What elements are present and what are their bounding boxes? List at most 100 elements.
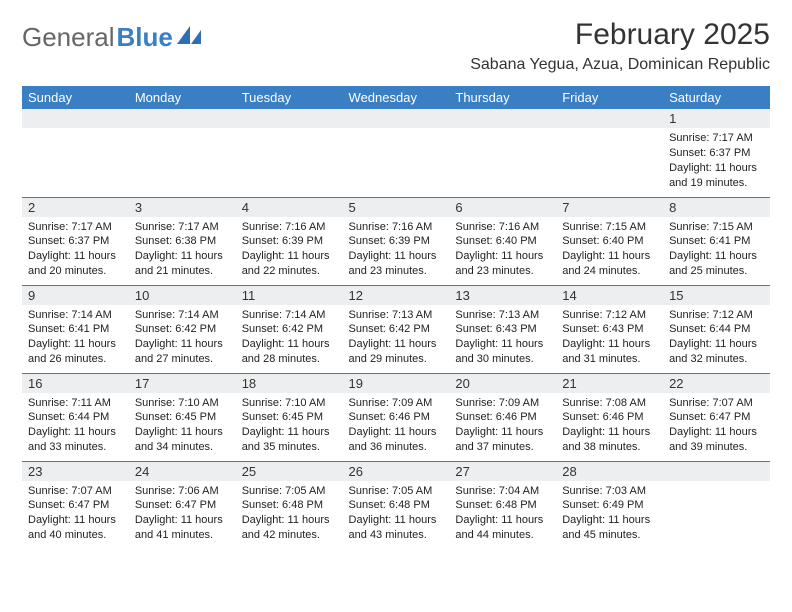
sunrise-line: Sunrise: 7:12 AM: [669, 308, 764, 323]
daylight-line-2: and 37 minutes.: [455, 440, 550, 455]
calendar-row: 9Sunrise: 7:14 AMSunset: 6:41 PMDaylight…: [22, 285, 770, 373]
sunrise-line: Sunrise: 7:07 AM: [28, 484, 123, 499]
weekday-header: Sunday: [22, 86, 129, 109]
sunset-line: Sunset: 6:47 PM: [669, 410, 764, 425]
calendar-cell: 22Sunrise: 7:07 AMSunset: 6:47 PMDayligh…: [663, 373, 770, 461]
calendar-cell: 7Sunrise: 7:15 AMSunset: 6:40 PMDaylight…: [556, 197, 663, 285]
day-body: Sunrise: 7:16 AMSunset: 6:40 PMDaylight:…: [449, 217, 556, 283]
day-body: Sunrise: 7:05 AMSunset: 6:48 PMDaylight:…: [236, 481, 343, 547]
sunrise-line: Sunrise: 7:11 AM: [28, 396, 123, 411]
sunrise-line: Sunrise: 7:13 AM: [455, 308, 550, 323]
daylight-line-2: and 44 minutes.: [455, 528, 550, 543]
daylight-line-2: and 35 minutes.: [242, 440, 337, 455]
daylight-line-1: Daylight: 11 hours: [135, 249, 230, 264]
calendar-cell: [129, 109, 236, 197]
calendar-cell: 15Sunrise: 7:12 AMSunset: 6:44 PMDayligh…: [663, 285, 770, 373]
daylight-line-1: Daylight: 11 hours: [455, 249, 550, 264]
day-body: Sunrise: 7:16 AMSunset: 6:39 PMDaylight:…: [343, 217, 450, 283]
day-body: Sunrise: 7:14 AMSunset: 6:41 PMDaylight:…: [22, 305, 129, 371]
day-number: 22: [663, 374, 770, 393]
sunset-line: Sunset: 6:44 PM: [28, 410, 123, 425]
sunrise-line: Sunrise: 7:05 AM: [349, 484, 444, 499]
day-body: Sunrise: 7:11 AMSunset: 6:44 PMDaylight:…: [22, 393, 129, 459]
sunrise-line: Sunrise: 7:05 AM: [242, 484, 337, 499]
sunrise-line: Sunrise: 7:17 AM: [135, 220, 230, 235]
daylight-line-2: and 27 minutes.: [135, 352, 230, 367]
daylight-line-2: and 42 minutes.: [242, 528, 337, 543]
calendar-row: 23Sunrise: 7:07 AMSunset: 6:47 PMDayligh…: [22, 461, 770, 549]
daylight-line-1: Daylight: 11 hours: [242, 249, 337, 264]
sunset-line: Sunset: 6:40 PM: [455, 234, 550, 249]
daylight-line-1: Daylight: 11 hours: [349, 249, 444, 264]
calendar-header-row: SundayMondayTuesdayWednesdayThursdayFrid…: [22, 86, 770, 109]
day-body: Sunrise: 7:17 AMSunset: 6:37 PMDaylight:…: [663, 128, 770, 194]
day-number: 17: [129, 374, 236, 393]
sunset-line: Sunset: 6:42 PM: [242, 322, 337, 337]
calendar-cell: 26Sunrise: 7:05 AMSunset: 6:48 PMDayligh…: [343, 461, 450, 549]
sunset-line: Sunset: 6:39 PM: [242, 234, 337, 249]
daylight-line-2: and 38 minutes.: [562, 440, 657, 455]
daylight-line-2: and 20 minutes.: [28, 264, 123, 279]
daylight-line-2: and 32 minutes.: [669, 352, 764, 367]
calendar-cell: 14Sunrise: 7:12 AMSunset: 6:43 PMDayligh…: [556, 285, 663, 373]
daylight-line-2: and 23 minutes.: [349, 264, 444, 279]
day-number: 28: [556, 462, 663, 481]
sunset-line: Sunset: 6:48 PM: [242, 498, 337, 513]
daylight-line-2: and 26 minutes.: [28, 352, 123, 367]
day-body: Sunrise: 7:15 AMSunset: 6:40 PMDaylight:…: [556, 217, 663, 283]
sunrise-line: Sunrise: 7:03 AM: [562, 484, 657, 499]
calendar-cell: 3Sunrise: 7:17 AMSunset: 6:38 PMDaylight…: [129, 197, 236, 285]
day-number: 10: [129, 286, 236, 305]
day-number: 11: [236, 286, 343, 305]
daylight-line-1: Daylight: 11 hours: [135, 337, 230, 352]
sunrise-line: Sunrise: 7:17 AM: [669, 131, 764, 146]
calendar-cell: [556, 109, 663, 197]
day-number: 2: [22, 198, 129, 217]
day-body: Sunrise: 7:05 AMSunset: 6:48 PMDaylight:…: [343, 481, 450, 547]
daylight-line-1: Daylight: 11 hours: [135, 425, 230, 440]
day-body: Sunrise: 7:10 AMSunset: 6:45 PMDaylight:…: [129, 393, 236, 459]
calendar-cell: 20Sunrise: 7:09 AMSunset: 6:46 PMDayligh…: [449, 373, 556, 461]
day-body: Sunrise: 7:15 AMSunset: 6:41 PMDaylight:…: [663, 217, 770, 283]
sunset-line: Sunset: 6:49 PM: [562, 498, 657, 513]
day-body: Sunrise: 7:08 AMSunset: 6:46 PMDaylight:…: [556, 393, 663, 459]
logo-text-blue: Blue: [117, 22, 173, 53]
sunset-line: Sunset: 6:42 PM: [135, 322, 230, 337]
sunrise-line: Sunrise: 7:08 AM: [562, 396, 657, 411]
sunrise-line: Sunrise: 7:16 AM: [349, 220, 444, 235]
sunset-line: Sunset: 6:43 PM: [455, 322, 550, 337]
sunrise-line: Sunrise: 7:09 AM: [455, 396, 550, 411]
daylight-line-1: Daylight: 11 hours: [28, 337, 123, 352]
sunrise-line: Sunrise: 7:17 AM: [28, 220, 123, 235]
sunset-line: Sunset: 6:48 PM: [455, 498, 550, 513]
calendar-cell: 13Sunrise: 7:13 AMSunset: 6:43 PMDayligh…: [449, 285, 556, 373]
day-number: 16: [22, 374, 129, 393]
day-number: 5: [343, 198, 450, 217]
calendar-cell: 28Sunrise: 7:03 AMSunset: 6:49 PMDayligh…: [556, 461, 663, 549]
daylight-line-2: and 24 minutes.: [562, 264, 657, 279]
sunrise-line: Sunrise: 7:14 AM: [242, 308, 337, 323]
calendar-cell: [663, 461, 770, 549]
daylight-line-1: Daylight: 11 hours: [242, 513, 337, 528]
daylight-line-2: and 36 minutes.: [349, 440, 444, 455]
daylight-line-2: and 31 minutes.: [562, 352, 657, 367]
daylight-line-2: and 33 minutes.: [28, 440, 123, 455]
weekday-header: Friday: [556, 86, 663, 109]
day-body: Sunrise: 7:03 AMSunset: 6:49 PMDaylight:…: [556, 481, 663, 547]
day-number: 1: [663, 109, 770, 128]
sunset-line: Sunset: 6:46 PM: [562, 410, 657, 425]
day-body: Sunrise: 7:09 AMSunset: 6:46 PMDaylight:…: [343, 393, 450, 459]
day-number: 27: [449, 462, 556, 481]
sunrise-line: Sunrise: 7:14 AM: [135, 308, 230, 323]
daylight-line-2: and 30 minutes.: [455, 352, 550, 367]
title-block: February 2025 Sabana Yegua, Azua, Domini…: [470, 18, 770, 80]
day-body: Sunrise: 7:12 AMSunset: 6:43 PMDaylight:…: [556, 305, 663, 371]
day-number: 25: [236, 462, 343, 481]
calendar-cell: 9Sunrise: 7:14 AMSunset: 6:41 PMDaylight…: [22, 285, 129, 373]
day-number-empty: [663, 462, 770, 481]
day-body: Sunrise: 7:10 AMSunset: 6:45 PMDaylight:…: [236, 393, 343, 459]
sunset-line: Sunset: 6:45 PM: [135, 410, 230, 425]
daylight-line-2: and 22 minutes.: [242, 264, 337, 279]
calendar-cell: 23Sunrise: 7:07 AMSunset: 6:47 PMDayligh…: [22, 461, 129, 549]
sunrise-line: Sunrise: 7:13 AM: [349, 308, 444, 323]
